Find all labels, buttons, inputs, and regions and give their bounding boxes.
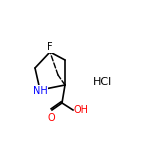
Text: O: O: [47, 113, 55, 123]
Text: OH: OH: [74, 105, 89, 115]
Text: HCl: HCl: [93, 77, 113, 87]
Text: NH: NH: [33, 86, 47, 96]
Text: F: F: [47, 42, 53, 52]
